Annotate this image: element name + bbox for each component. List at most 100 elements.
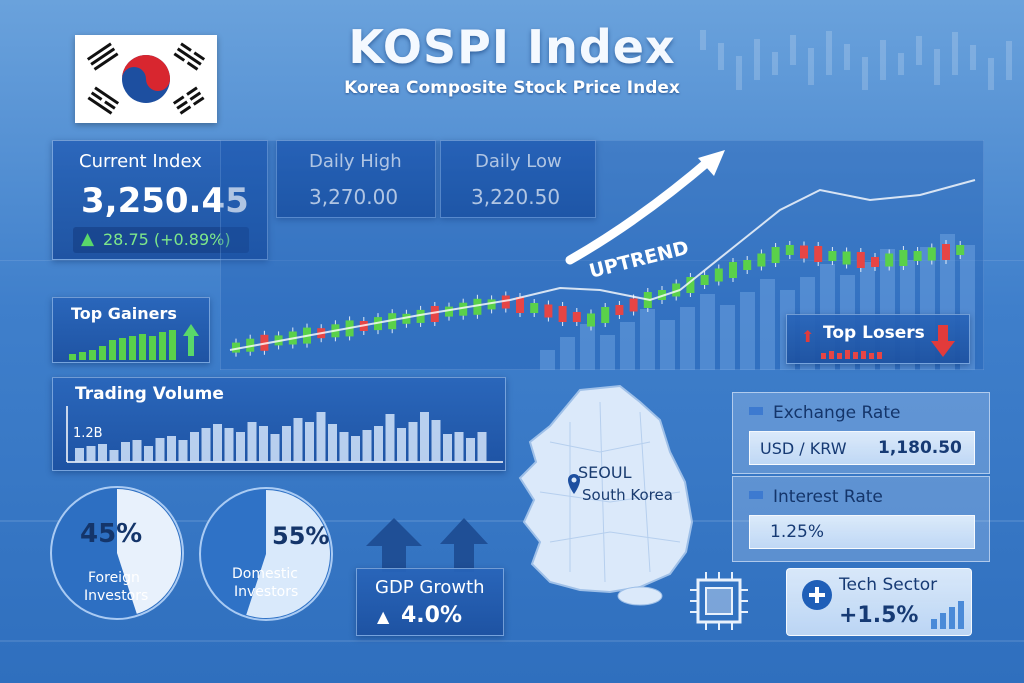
candle (487, 299, 496, 310)
exchange-rate-marker-icon (749, 407, 763, 415)
candle (544, 304, 553, 318)
trading-volume-bar (385, 414, 395, 462)
domestic-investors-percent: 55% (272, 522, 329, 550)
trading-volume-bar (339, 432, 349, 462)
trading-volume-bar (431, 420, 441, 462)
background-candle (808, 48, 814, 85)
losers-down-arrow-icon (931, 325, 955, 357)
tech-sector-card: Tech Sector +1.5% (786, 568, 972, 636)
volume-axis-label: 1.2B (73, 426, 103, 441)
losers-small-arrow-icon: ⬆ (801, 327, 815, 346)
foreign-investors-label-2: Investors (84, 588, 148, 604)
trading-volume-bar (282, 426, 291, 462)
trading-volume-bar (155, 438, 165, 462)
background-candle (790, 35, 796, 65)
background-candle (754, 39, 760, 80)
background-candle (880, 40, 886, 80)
candle (430, 306, 439, 322)
up-arrow-icon: ▲ (81, 229, 95, 249)
candle (856, 252, 865, 268)
trading-volume-bar (213, 424, 222, 462)
candle (629, 298, 638, 312)
page-title: KOSPI Index (348, 20, 676, 74)
volume-bar (700, 294, 715, 370)
top-gainers-card: Top Gainers (52, 297, 210, 363)
candle (516, 297, 524, 313)
background-candle (700, 30, 706, 50)
candle (814, 246, 823, 262)
volume-bar (580, 324, 595, 370)
candle (672, 283, 681, 297)
background-candle (772, 52, 778, 75)
exchange-rate-box: USD / KRW 1,180.50 (749, 431, 975, 465)
background-candle (970, 45, 976, 70)
trading-volume-bar (316, 412, 326, 462)
trading-volume-bar (397, 428, 406, 462)
exchange-rate-pair: USD / KRW (760, 439, 847, 458)
page-subtitle: Korea Composite Stock Price Index (344, 78, 680, 98)
location-pin-icon (568, 474, 580, 494)
index-change-text: 28.75 (+0.89%) (103, 230, 231, 249)
tech-sector-value: +1.5% (839, 603, 919, 628)
background-candle (1006, 41, 1012, 80)
background-candle (952, 32, 958, 75)
candle (572, 312, 581, 322)
candle (232, 342, 240, 353)
trading-volume-bar (362, 430, 372, 462)
trend-line (229, 179, 976, 351)
losers-bars (821, 350, 882, 359)
domestic-investors-pie: 55% Domestic Investors (199, 487, 333, 621)
trading-volume-bar (374, 426, 383, 462)
candle (459, 302, 468, 316)
south-korea-map: SEOUL South Korea (518, 384, 694, 606)
candle (700, 275, 709, 285)
volume-bar (680, 307, 695, 370)
gdp-growth-value: 4.0% (401, 603, 463, 628)
map-country-label: South Korea (582, 486, 673, 504)
trading-volume-bar (466, 438, 475, 462)
volume-bar (560, 337, 575, 370)
top-losers-card: ⬆ Top Losers (786, 314, 970, 364)
candle (246, 338, 255, 352)
candle (757, 253, 766, 267)
candle (743, 260, 752, 270)
trading-volume-bar (270, 434, 280, 462)
exchange-rate-value: 1,180.50 (878, 438, 962, 458)
exchange-rate-section: Exchange Rate USD / KRW 1,180.50 (732, 392, 990, 474)
candlestick-chart: UPTREND (220, 140, 984, 370)
volume-bar (620, 322, 635, 370)
foreign-investors-label-1: Foreign (88, 570, 140, 586)
foreign-investors-pie: 45% Foreign Investors (50, 486, 184, 620)
trading-volume-label: Trading Volume (75, 384, 224, 404)
current-index-card: Current Index 3,250.45 ▲ 28.75 (+0.89%) (52, 140, 268, 260)
trading-volume-bar (86, 446, 96, 462)
candle (842, 251, 851, 265)
background-candle (862, 57, 868, 90)
candle (729, 262, 737, 278)
daily-low-value: 3,220.50 (471, 185, 560, 209)
background-candle (898, 53, 904, 75)
daily-high-value: 3,270.00 (309, 185, 398, 209)
trading-volume-bar (259, 426, 268, 462)
volume-bar (720, 305, 735, 370)
daily-low-card: Daily Low 3,220.50 (440, 140, 596, 218)
candle (501, 295, 510, 309)
candle (942, 244, 950, 260)
candle (445, 306, 453, 317)
trading-volume-bar (132, 440, 142, 462)
candle (828, 251, 837, 261)
gdp-up-arrows-icon (366, 518, 488, 572)
interest-rate-marker-icon (749, 491, 763, 499)
candle (530, 303, 539, 313)
trading-volume-bar (305, 422, 314, 462)
candle (956, 245, 965, 255)
background-candle (988, 58, 994, 90)
chart-candles (232, 240, 965, 357)
candle (686, 277, 695, 293)
daily-high-card: Daily High 3,270.00 (276, 140, 436, 218)
exchange-rate-label: Exchange Rate (773, 403, 901, 423)
candle (899, 250, 908, 266)
index-change-badge: ▲ 28.75 (+0.89%) (73, 227, 249, 253)
candle (913, 251, 922, 261)
gainers-up-arrow-icon (183, 324, 199, 356)
